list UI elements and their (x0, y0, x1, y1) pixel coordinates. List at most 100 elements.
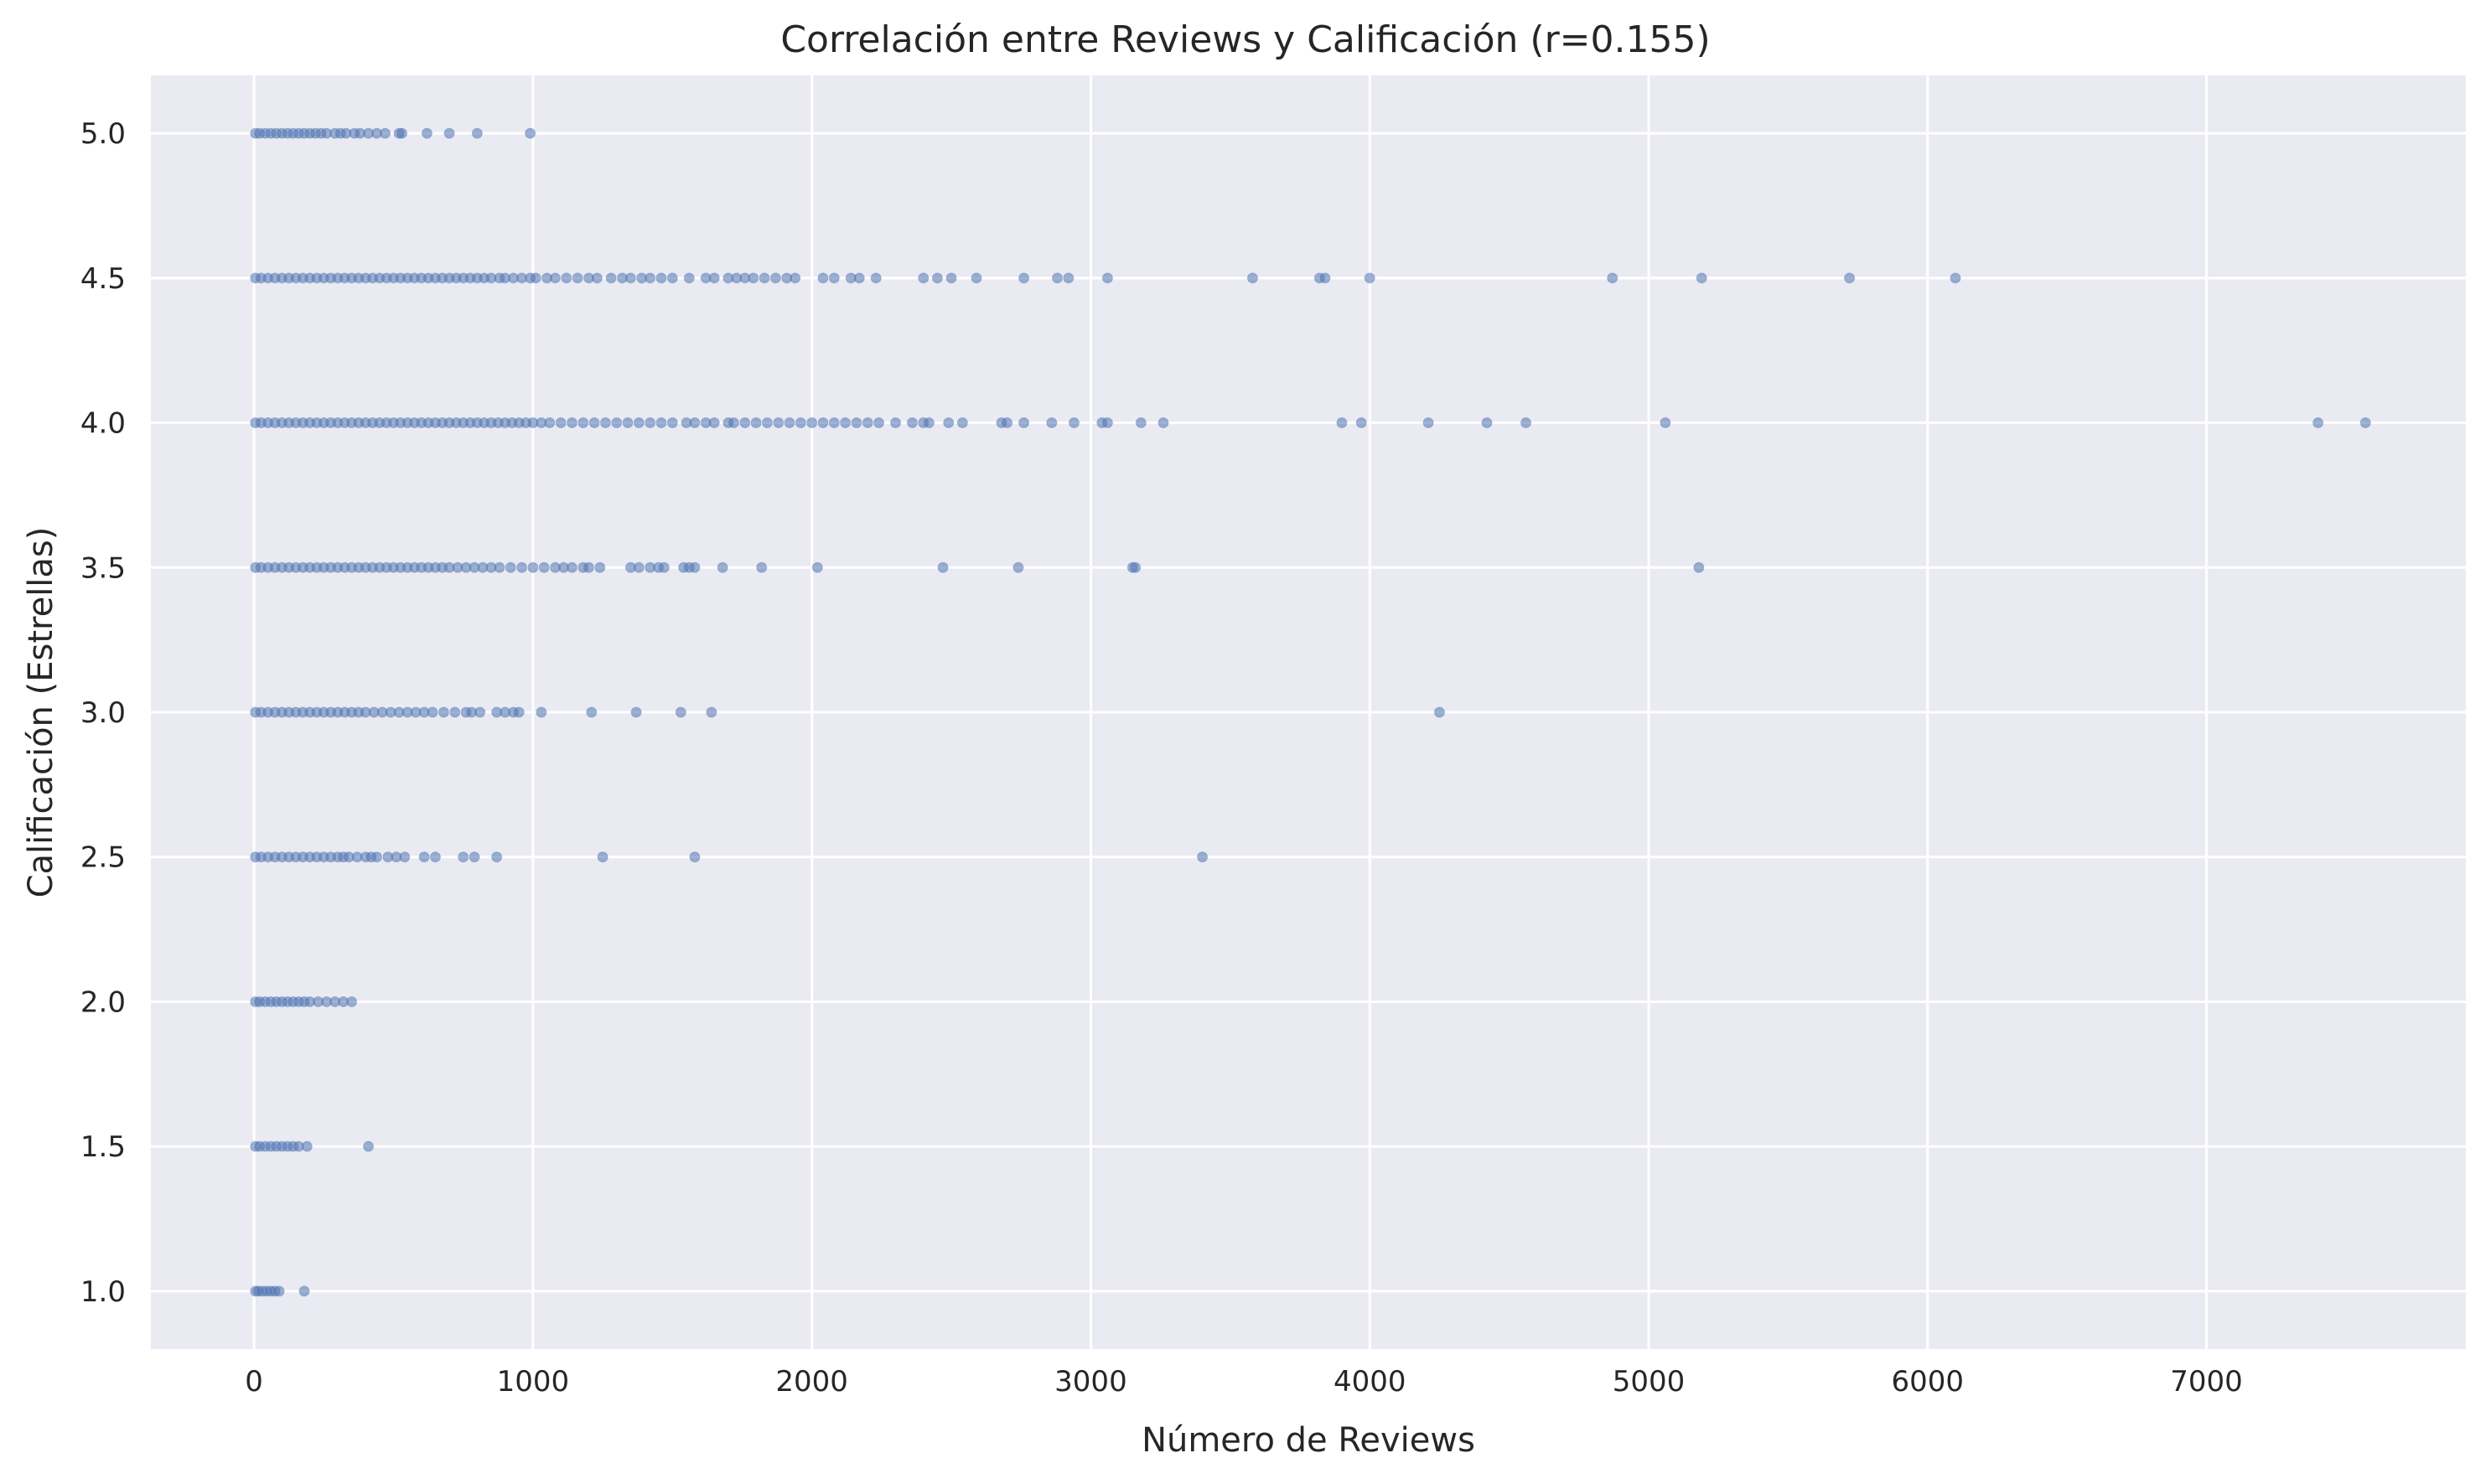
data-point (525, 127, 536, 139)
data-point (761, 417, 773, 429)
data-point (566, 417, 577, 429)
data-point (773, 417, 785, 429)
data-point (577, 417, 589, 429)
data-point (273, 1285, 285, 1297)
data-point (561, 272, 572, 284)
x-tick-label: 5000 (1613, 1365, 1686, 1399)
data-point (759, 272, 770, 284)
data-point (633, 417, 645, 429)
data-point (769, 272, 781, 284)
data-point (683, 272, 695, 284)
data-point (1101, 417, 1113, 429)
x-tick-label: 6000 (1891, 1365, 1964, 1399)
data-point (624, 272, 636, 284)
data-point (708, 272, 720, 284)
data-point (1130, 561, 1142, 573)
data-point (943, 417, 955, 429)
data-point (550, 272, 562, 284)
gridlines (151, 75, 2466, 1349)
data-point (717, 561, 728, 573)
data-point (566, 561, 577, 573)
x-axis-label: Número de Reviews (1142, 1421, 1475, 1460)
data-point (474, 706, 486, 718)
y-axis-label: Calificación (Estrellas) (22, 527, 60, 898)
data-point (806, 417, 818, 429)
x-tick-label: 1000 (497, 1365, 570, 1399)
data-point (828, 417, 840, 429)
y-tick-label: 1.0 (80, 1275, 126, 1309)
data-point (851, 417, 862, 429)
data-point (666, 417, 678, 429)
data-point (739, 417, 751, 429)
data-point (811, 561, 823, 573)
data-point (937, 561, 949, 573)
chart-title: Correlación entre Reviews y Calificación… (780, 18, 1710, 61)
data-point (346, 995, 358, 1007)
data-point (1433, 706, 1445, 718)
data-point (840, 417, 852, 429)
data-point (1052, 272, 1064, 284)
data-point (449, 706, 461, 718)
data-point (536, 706, 547, 718)
data-point (1063, 272, 1075, 284)
x-tick-label: 3000 (1054, 1365, 1127, 1399)
data-point (666, 272, 678, 284)
data-point (1481, 417, 1493, 429)
data-point (1018, 272, 1030, 284)
data-point (418, 851, 430, 863)
data-point (862, 417, 873, 429)
data-point (1002, 417, 1013, 429)
data-point (817, 272, 829, 284)
data-point (645, 417, 656, 429)
data-point (527, 561, 539, 573)
data-point (1355, 417, 1367, 429)
data-point (301, 1140, 313, 1152)
data-point (728, 417, 739, 429)
data-point (748, 272, 759, 284)
data-point (655, 417, 667, 429)
data-point (1068, 417, 1080, 429)
data-point (1950, 272, 1961, 284)
data-point (870, 272, 882, 284)
data-point (1012, 561, 1024, 573)
data-point (458, 851, 469, 863)
data-point (491, 851, 503, 863)
data-point (784, 417, 795, 429)
data-point (1157, 417, 1169, 429)
data-point (931, 272, 943, 284)
data-point (956, 417, 968, 429)
data-points (250, 127, 2371, 1297)
data-point (605, 272, 617, 284)
data-point (817, 417, 829, 429)
data-point (708, 417, 720, 429)
data-point (971, 272, 982, 284)
data-point (2312, 417, 2324, 429)
data-point (469, 851, 480, 863)
data-point (756, 561, 768, 573)
y-tick-labels: 1.0 1.5 2.0 2.5 3.0 3.5 4.0 4.5 5.0 (80, 117, 126, 1309)
x-tick-label: 2000 (775, 1365, 848, 1399)
y-tick-label: 4.5 (80, 262, 126, 296)
y-tick-label: 3.0 (80, 696, 126, 730)
data-point (438, 706, 449, 718)
data-point (1844, 272, 1856, 284)
data-point (471, 127, 483, 139)
data-point (633, 561, 645, 573)
data-point (689, 851, 701, 863)
data-point (689, 417, 701, 429)
data-point (918, 272, 930, 284)
data-point (599, 417, 611, 429)
data-point (906, 417, 918, 429)
data-point (380, 127, 391, 139)
data-point (516, 561, 528, 573)
data-point (1693, 561, 1705, 573)
y-tick-label: 3.5 (80, 551, 126, 585)
data-point (396, 127, 407, 139)
y-tick-label: 2.5 (80, 841, 126, 875)
data-point (572, 272, 583, 284)
data-point (421, 127, 432, 139)
data-point (658, 561, 670, 573)
data-point (889, 417, 901, 429)
data-point (363, 1140, 375, 1152)
